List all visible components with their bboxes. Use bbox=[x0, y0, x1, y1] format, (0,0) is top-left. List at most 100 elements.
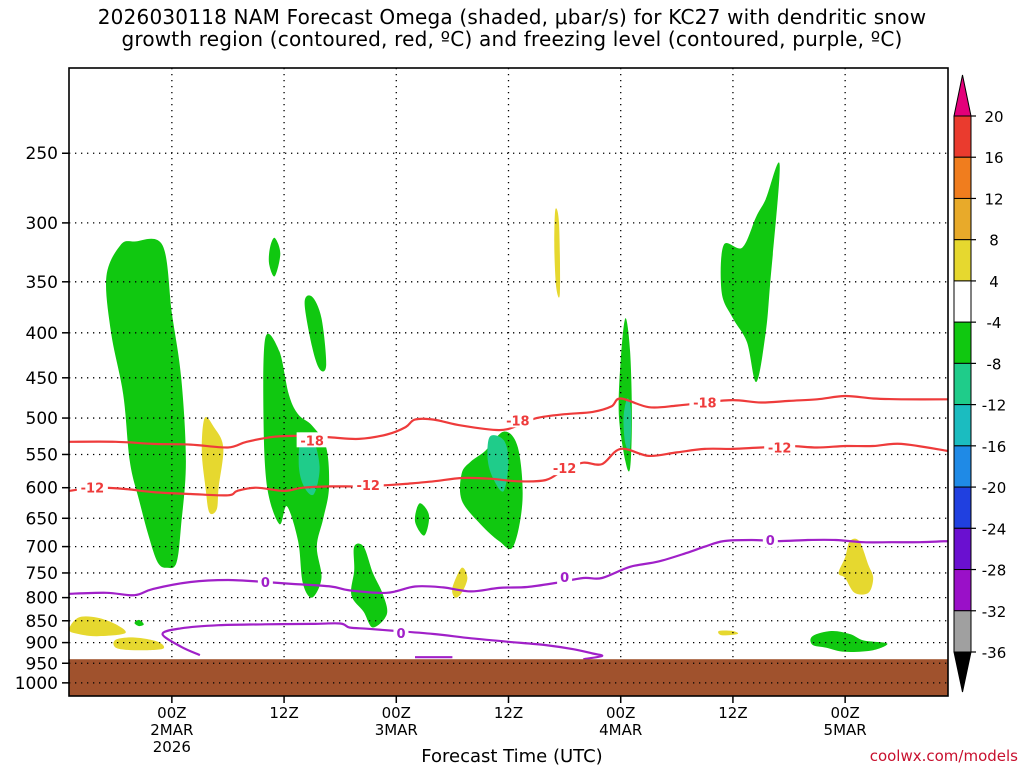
omega-cell bbox=[351, 543, 388, 628]
y-tick-label: 900 bbox=[26, 634, 58, 654]
x-tick-label: 00Z bbox=[830, 704, 859, 722]
omega-cell bbox=[113, 637, 165, 651]
contour-label-background bbox=[762, 531, 778, 547]
colorbar-label: -20 bbox=[982, 479, 1007, 497]
omega-cell bbox=[201, 417, 224, 515]
colorbar-label: -4 bbox=[987, 314, 1002, 332]
ground-layer bbox=[69, 659, 948, 696]
y-tick-label: 350 bbox=[26, 273, 58, 293]
colorbar-segment bbox=[953, 404, 972, 447]
colorbar-label: 20 bbox=[984, 108, 1003, 126]
contour-line bbox=[161, 622, 604, 661]
contour-label-background bbox=[393, 625, 409, 641]
plot-frame bbox=[68, 67, 949, 697]
y-tick-label: 250 bbox=[26, 144, 58, 164]
y-tick-label: 400 bbox=[26, 324, 58, 344]
colorbar-label: 8 bbox=[989, 232, 999, 250]
x-tick-label: 00Z bbox=[382, 704, 411, 722]
colorbar-segment bbox=[953, 445, 972, 488]
omega-cell bbox=[810, 630, 888, 652]
x-tick-label: 12Z bbox=[718, 704, 747, 722]
chart-title: 2026030118 NAM Forecast Omega (shaded, μ… bbox=[0, 6, 1024, 50]
colorbar-segment bbox=[953, 486, 972, 529]
colorbar-segment bbox=[953, 197, 972, 241]
y-tick-label: 850 bbox=[26, 612, 58, 632]
contour-labels: -18 -18 -18 -12 -12 -12 -12 0 0 0 0 bbox=[76, 394, 796, 642]
y-tick-label: 500 bbox=[26, 409, 58, 429]
y-tick-label: 750 bbox=[26, 564, 58, 584]
colorbar-label: 4 bbox=[989, 273, 999, 291]
y-tick-label: 300 bbox=[26, 214, 58, 234]
x-tick-label: 12Z bbox=[269, 704, 298, 722]
ground-fill bbox=[69, 659, 948, 696]
contour-label: -12 bbox=[553, 462, 577, 477]
colorbar-segment bbox=[953, 115, 972, 158]
grid-lines bbox=[69, 68, 948, 696]
x-tick-label: 5MAR bbox=[824, 721, 867, 739]
contour-label-background bbox=[557, 569, 573, 585]
colorbar-label: -8 bbox=[987, 355, 1002, 373]
colorbar-segment bbox=[953, 527, 972, 571]
colorbar-segment bbox=[953, 321, 972, 364]
omega-cell bbox=[452, 567, 468, 598]
contour-label: -12 bbox=[81, 482, 105, 497]
colorbar-label: 12 bbox=[984, 190, 1003, 208]
y-tick-label: 950 bbox=[26, 654, 58, 674]
omega-cell bbox=[623, 398, 632, 451]
colorbar-segment bbox=[953, 362, 972, 406]
y-tick-label: 700 bbox=[26, 538, 58, 558]
title-line-2: growth region (contoured, red, ºC) and f… bbox=[121, 27, 903, 51]
colorbar-segment bbox=[953, 610, 972, 653]
x-tick-label: 00Z bbox=[157, 704, 186, 722]
omega-cell bbox=[838, 538, 874, 595]
colorbar-segment bbox=[953, 156, 972, 199]
colorbar-segment bbox=[953, 239, 972, 282]
y-tick-label: 550 bbox=[26, 445, 58, 465]
contour-label-background bbox=[257, 574, 273, 590]
title-line-1: 2026030118 NAM Forecast Omega (shaded, μ… bbox=[97, 5, 927, 29]
omega-shading bbox=[69, 162, 888, 652]
omega-cell bbox=[263, 333, 330, 598]
contour-label-background bbox=[76, 479, 108, 495]
x-tick-label: 3MAR bbox=[375, 721, 418, 739]
omega-cell bbox=[487, 435, 509, 492]
x-tick-label: 4MAR bbox=[599, 721, 642, 739]
colorbar-label: -24 bbox=[982, 520, 1007, 538]
omega-cell bbox=[105, 238, 186, 569]
contour-label: -18 bbox=[506, 414, 530, 429]
y-tick-label: 650 bbox=[26, 509, 58, 529]
colorbar-label: 16 bbox=[984, 149, 1003, 167]
colorbar-bottom-arrow bbox=[953, 651, 972, 693]
y-tick-label: 800 bbox=[26, 589, 58, 609]
x-tick-label: 2026 bbox=[153, 738, 191, 756]
colorbar-label: -12 bbox=[982, 397, 1007, 415]
contour-label: 0 bbox=[560, 571, 569, 586]
omega-cell bbox=[720, 162, 780, 383]
contour-label-background bbox=[549, 460, 581, 476]
y-tick-label: 1000 bbox=[15, 674, 58, 694]
omega-cell bbox=[134, 619, 144, 627]
y-tick-label: 600 bbox=[26, 479, 58, 499]
omega-cell bbox=[69, 616, 126, 637]
x-axis-label: Forecast Time (UTC) bbox=[421, 746, 603, 767]
colorbar-label: -36 bbox=[982, 644, 1007, 662]
omega-cell bbox=[554, 208, 561, 298]
y-tick-label: 450 bbox=[26, 369, 58, 389]
credit-text: coolwx.com/models bbox=[869, 747, 1018, 765]
contour-label-background bbox=[764, 439, 796, 455]
omega-cell bbox=[718, 630, 739, 636]
x-tick-label: 12Z bbox=[494, 704, 523, 722]
colorbar-label: -28 bbox=[982, 562, 1007, 580]
colorbar-segment bbox=[953, 280, 972, 323]
contour-label-background bbox=[296, 432, 328, 448]
y-axis: 2503003504004505005506006507007508008509… bbox=[15, 144, 69, 694]
contour-label: 0 bbox=[396, 627, 405, 642]
colorbar-top-arrow bbox=[953, 74, 972, 117]
colorbar-segment bbox=[953, 569, 972, 612]
contour-label: 0 bbox=[766, 534, 775, 549]
omega-cell bbox=[298, 432, 320, 496]
colorbar: 20 16 12 8 4 -4 -8 -12 -16 -20 -24 -28 -32 -36 bbox=[953, 74, 1007, 693]
omega-cell bbox=[268, 237, 281, 277]
